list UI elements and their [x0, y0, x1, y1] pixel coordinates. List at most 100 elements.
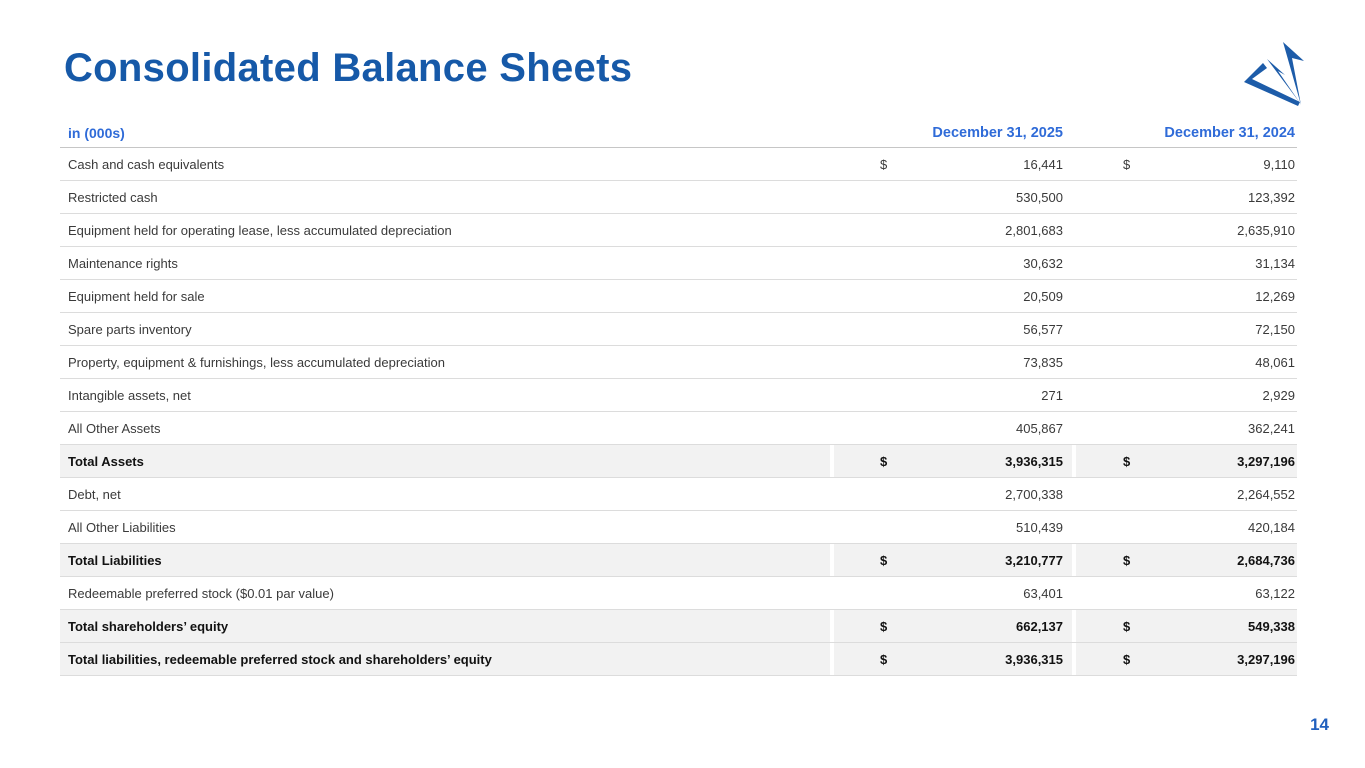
value-cell-2025: 530,500: [834, 181, 1072, 213]
value-cell-2025: $3,936,315: [834, 445, 1072, 477]
value-cell-2025: 2,700,338: [834, 478, 1072, 510]
table-row: Spare parts inventory 56,577 72,150: [60, 313, 1297, 346]
table-row: All Other Assets 405,867 362,241: [60, 412, 1297, 445]
currency-symbol: $: [880, 618, 888, 634]
amount: 31,134: [1255, 255, 1295, 271]
value-cell-2025: 2,801,683: [834, 214, 1072, 246]
page-title: Consolidated Balance Sheets: [64, 46, 633, 90]
amount: 123,392: [1248, 189, 1295, 205]
value-cell-2024: 2,264,552: [1076, 478, 1297, 510]
table-row: All Other Liabilities 510,439 420,184: [60, 511, 1297, 544]
value-cell-2025: $16,441: [834, 148, 1072, 180]
table-total-row: Total liabilities, redeemable preferred …: [60, 643, 1297, 676]
page-number: 14: [1310, 715, 1329, 734]
balance-sheet-table: in (000s) December 31, 2025 December 31,…: [60, 118, 1297, 676]
table-row: Property, equipment & furnishings, less …: [60, 346, 1297, 379]
value-cell-2024: 72,150: [1076, 313, 1297, 345]
row-label: Property, equipment & furnishings, less …: [68, 354, 445, 370]
row-label: Total Liabilities: [60, 544, 830, 576]
amount: 72,150: [1255, 321, 1295, 337]
paper-plane-logo: [1244, 42, 1304, 106]
value-cell-2025: 56,577: [834, 313, 1072, 345]
table-row: Restricted cash 530,500 123,392: [60, 181, 1297, 214]
currency-symbol: $: [1123, 156, 1131, 172]
amount: 3,936,315: [1005, 453, 1063, 469]
value-cell-2024: $3,297,196: [1076, 445, 1297, 477]
row-label: Cash and cash equivalents: [68, 156, 225, 172]
row-label: Total Assets: [60, 445, 830, 477]
table-row: Intangible assets, net 271 2,929: [60, 379, 1297, 412]
value-cell-2025: 30,632: [834, 247, 1072, 279]
amount: 20,509: [1023, 288, 1063, 304]
column-header-2024-cell: December 31, 2024: [1076, 125, 1297, 141]
amount: 2,929: [1262, 387, 1295, 403]
amount: 662,137: [1016, 618, 1063, 634]
table-row: Maintenance rights 30,632 31,134: [60, 247, 1297, 280]
amount: 12,269: [1255, 288, 1295, 304]
currency-symbol: $: [1123, 552, 1131, 568]
value-cell-2025: 405,867: [834, 412, 1072, 444]
amount: 3,297,196: [1237, 453, 1295, 469]
value-cell-2025: 63,401: [834, 577, 1072, 609]
table-row: Cash and cash equivalents $16,441 $9,110: [60, 148, 1297, 181]
currency-symbol: $: [1123, 651, 1131, 667]
value-cell-2025: 510,439: [834, 511, 1072, 543]
currency-symbol: $: [880, 156, 888, 172]
amount: 405,867: [1016, 420, 1063, 436]
amount: 510,439: [1016, 519, 1063, 535]
value-cell-2025: 20,509: [834, 280, 1072, 312]
row-label: Spare parts inventory: [68, 321, 192, 337]
amount: 530,500: [1016, 189, 1063, 205]
table-row: Debt, net 2,700,338 2,264,552: [60, 478, 1297, 511]
row-label: All Other Liabilities: [68, 519, 176, 535]
row-label: Total liabilities, redeemable preferred …: [60, 643, 830, 675]
amount: 2,801,683: [1005, 222, 1063, 238]
amount: 63,122: [1255, 585, 1295, 601]
row-label: Total shareholders’ equity: [60, 610, 830, 642]
row-label: Intangible assets, net: [68, 387, 191, 403]
column-header-2025-cell: December 31, 2025: [834, 125, 1072, 141]
currency-symbol: $: [880, 651, 888, 667]
row-label: Restricted cash: [68, 189, 158, 205]
currency-symbol: $: [1123, 618, 1131, 634]
amount: 16,441: [1023, 156, 1063, 172]
amount: 420,184: [1248, 519, 1295, 535]
amount: 3,297,196: [1237, 651, 1295, 667]
value-cell-2024: 31,134: [1076, 247, 1297, 279]
amount: 3,210,777: [1005, 552, 1063, 568]
value-cell-2024: 420,184: [1076, 511, 1297, 543]
table-header-row: in (000s) December 31, 2025 December 31,…: [60, 118, 1297, 148]
amount: 271: [1041, 387, 1063, 403]
amount: 48,061: [1255, 354, 1295, 370]
value-cell-2024: 48,061: [1076, 346, 1297, 378]
row-label: All Other Assets: [68, 420, 161, 436]
value-cell-2024: $9,110: [1076, 148, 1297, 180]
value-cell-2024: 2,635,910: [1076, 214, 1297, 246]
amount: 2,700,338: [1005, 486, 1063, 502]
amount: 2,684,736: [1237, 552, 1295, 568]
amount: 362,241: [1248, 420, 1295, 436]
currency-symbol: $: [880, 453, 888, 469]
value-cell-2024: 12,269: [1076, 280, 1297, 312]
value-cell-2025: 271: [834, 379, 1072, 411]
value-cell-2024: $549,338: [1076, 610, 1297, 642]
value-cell-2025: 73,835: [834, 346, 1072, 378]
value-cell-2025: $3,210,777: [834, 544, 1072, 576]
row-label: Debt, net: [68, 486, 121, 502]
row-label: Maintenance rights: [68, 255, 178, 271]
table-body: Cash and cash equivalents $16,441 $9,110 Re…: [60, 148, 1297, 676]
units-label: in (000s): [68, 124, 125, 141]
value-cell-2024: 123,392: [1076, 181, 1297, 213]
amount: 9,110: [1263, 156, 1295, 172]
value-cell-2024: 63,122: [1076, 577, 1297, 609]
amount: 56,577: [1023, 321, 1063, 337]
amount: 549,338: [1248, 618, 1295, 634]
amount: 2,264,552: [1237, 486, 1295, 502]
value-cell-2025: $662,137: [834, 610, 1072, 642]
row-label: Equipment held for operating lease, less…: [68, 222, 452, 238]
amount: 63,401: [1023, 585, 1063, 601]
amount: 30,632: [1023, 255, 1063, 271]
value-cell-2024: 2,929: [1076, 379, 1297, 411]
value-cell-2024: $2,684,736: [1076, 544, 1297, 576]
